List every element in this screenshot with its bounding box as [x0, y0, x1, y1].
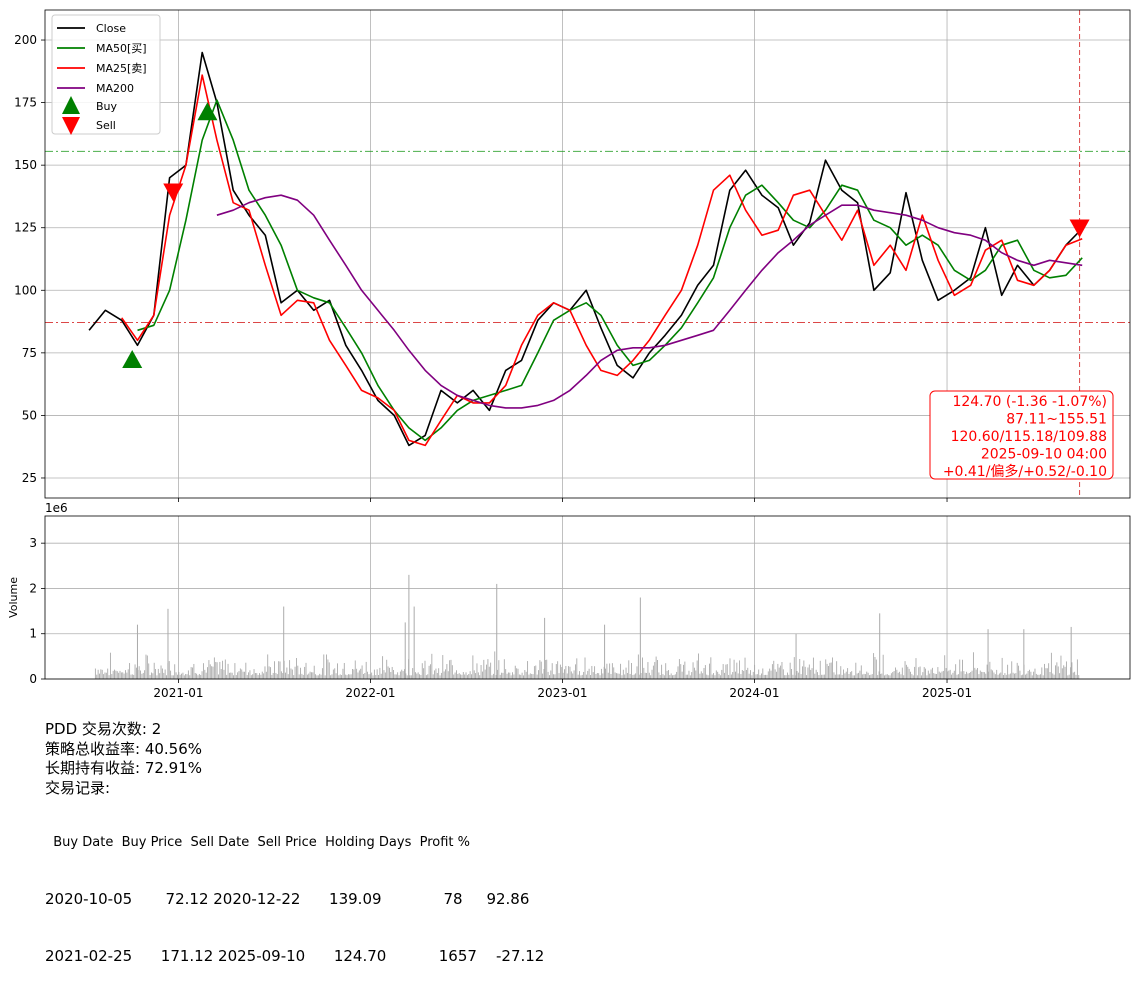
volume-tick-label: 1: [29, 627, 37, 641]
volume-plot-area: [45, 516, 1130, 679]
trade-row: 2021-02-25 171.12 2025-09-10 124.70 1657…: [45, 947, 545, 965]
buy-marker: [122, 350, 143, 369]
records-label: 交易记录:: [45, 778, 111, 797]
trade-records-table: Buy Date Buy Price Sell Date Sell Price …: [45, 796, 544, 985]
annotation-line: 87.11~155.51: [1006, 412, 1107, 428]
legend-buy-label: Buy: [96, 100, 118, 113]
legend-sell-marker: [62, 117, 80, 135]
price-panel: 25 50 75 100 125 150 175 200 Close MA50[买] MA25[卖]…: [14, 9, 1131, 502]
y-tick-label: 100: [14, 283, 37, 297]
y-tick-label: 25: [22, 471, 37, 485]
legend-close-label: Close: [96, 22, 126, 35]
volume-tick-label: 3: [29, 536, 37, 550]
sell-marker: [163, 183, 184, 202]
volume-tick-label: 0: [29, 672, 37, 686]
strategy-return: 策略总收益率: 40.56%: [45, 739, 203, 758]
y-tick-label: 125: [14, 221, 37, 235]
x-tick-label: 2024-01: [729, 686, 779, 700]
legend-box: [51, 14, 161, 135]
x-tick-label: 2023-01: [537, 686, 587, 700]
trade-table-header: Buy Date Buy Price Sell Date Sell Price …: [45, 835, 471, 850]
annotation-line: +0.41/偏多/+0.52/-0.10: [943, 463, 1107, 480]
y-tick-label: 175: [14, 96, 37, 110]
buy-marker: [197, 102, 218, 121]
x-tick-label: 2025-01: [922, 686, 972, 700]
y-tick-label: 75: [22, 346, 37, 360]
legend-ma25-label: MA25[卖]: [96, 62, 147, 75]
volume-tick-label: 2: [29, 581, 37, 595]
annotation-line: 120.60/115.18/109.88: [951, 429, 1107, 445]
volume-frame: [44, 515, 1131, 680]
x-tick-label: 2022-01: [345, 686, 395, 700]
legend: Close MA50[买] MA25[卖] MA200 Buy Sell: [51, 14, 161, 135]
trade-row: 2020-10-05 72.12 2020-12-22 139.09 78 92…: [45, 890, 530, 908]
legend-ma50-label: MA50[买]: [96, 42, 147, 55]
y-tick-label: 50: [22, 408, 37, 422]
summary-title: PDD 交易次数: 2: [45, 720, 162, 738]
volume-panel: 0 1 2 3 2021-01 2022-01 2023-01 2024-01 2025-01 1…: [7, 501, 1131, 700]
annotation-box: [929, 390, 1114, 480]
annotation-line: 2025-09-10 04:00: [981, 447, 1107, 463]
price-frame: [44, 9, 1131, 499]
y-tick-label: 200: [14, 33, 37, 47]
buy-hold-return: 长期持有收益: 72.91%: [45, 759, 203, 777]
volume-axis-label: Volume: [7, 577, 20, 618]
y-tick-label: 150: [14, 158, 37, 172]
price-annotation: 124.70 (-1.36 -1.07%) 87.11~155.51120.60/…: [929, 390, 1114, 480]
volume-offset-label: 1e6: [45, 501, 68, 515]
stock-chart: 25 50 75 100 125 150 175 200 Close MA50[买] MA25[卖]…: [7, 9, 1131, 700]
strategy-summary: PDD 交易次数: 2 策略总收益率: 40.56% 长期持有收益: 72.91…: [45, 720, 202, 798]
annotation-line: 124.70 (-1.36 -1.07%): [952, 394, 1107, 410]
ma50-line: [137, 99, 1083, 442]
x-tick-label: 2021-01: [153, 686, 203, 700]
legend-ma200-label: MA200: [96, 82, 134, 95]
legend-buy-marker: [62, 96, 80, 114]
ma200-line: [216, 194, 1083, 409]
ma25-line: [121, 74, 1083, 447]
sell-marker: [1069, 219, 1090, 238]
legend-sell-label: Sell: [96, 119, 116, 132]
